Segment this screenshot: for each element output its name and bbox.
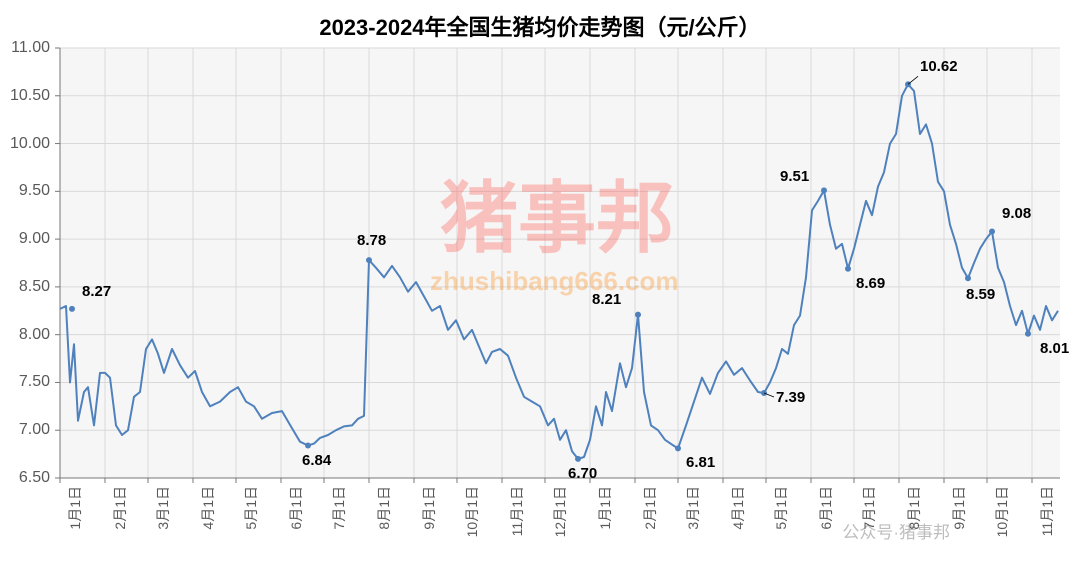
x-tick-label: 8月1日 — [374, 486, 394, 530]
x-tick-label: 5月1日 — [771, 486, 791, 530]
x-tick-label: 3月1日 — [683, 486, 703, 530]
plot-area: 猪事邦 zhushibang666.com 8.276.848.786.708.… — [60, 48, 1060, 478]
y-tick-label: 9.50 — [0, 182, 50, 200]
price-annotation: 8.01 — [1040, 340, 1069, 357]
price-annotation: 8.78 — [357, 232, 386, 249]
y-tick-label: 7.00 — [0, 421, 50, 439]
price-annotation: 9.51 — [780, 168, 809, 185]
x-tick-label: 9月1日 — [419, 486, 439, 530]
x-tick-label: 7月1日 — [859, 486, 879, 530]
x-tick-label: 6月1日 — [286, 486, 306, 530]
x-tick-label: 2月1日 — [640, 486, 660, 530]
y-tick-label: 11.00 — [0, 39, 50, 57]
annotation-markers — [60, 48, 1060, 478]
price-annotation: 6.84 — [302, 452, 331, 469]
x-tick-label: 7月1日 — [329, 486, 349, 530]
price-annotation: 10.62 — [920, 58, 958, 75]
y-tick-label: 6.50 — [0, 469, 50, 487]
x-tick-label: 6月1日 — [816, 486, 836, 530]
x-tick-label: 10月1日 — [992, 486, 1012, 537]
x-tick-label: 10月1日 — [462, 486, 482, 537]
x-tick-label: 5月1日 — [241, 486, 261, 530]
price-annotation: 8.21 — [592, 291, 621, 308]
price-annotation: 7.39 — [776, 389, 805, 406]
x-tick-label: 11月1日 — [507, 486, 527, 536]
y-tick-label: 7.50 — [0, 373, 50, 391]
x-tick-label: 8月1日 — [904, 486, 924, 530]
y-tick-label: 10.50 — [0, 87, 50, 105]
price-annotation: 8.69 — [856, 275, 885, 292]
chart-title: 2023-2024年全国生猪均价走势图（元/公斤） — [0, 10, 1080, 42]
chart-container: 2023-2024年全国生猪均价走势图（元/公斤） 猪事邦 zhushibang… — [0, 0, 1080, 577]
price-annotation: 6.70 — [568, 465, 597, 482]
y-tick-label: 8.00 — [0, 326, 50, 344]
price-annotation: 6.81 — [686, 454, 715, 471]
x-tick-label: 1月1日 — [65, 486, 85, 530]
price-annotation: 8.27 — [82, 283, 111, 300]
x-tick-label: 9月1日 — [949, 486, 969, 530]
y-tick-label: 8.50 — [0, 278, 50, 296]
x-tick-label: 3月1日 — [153, 486, 173, 530]
x-tick-label: 11月1日 — [1037, 486, 1057, 536]
price-annotation: 9.08 — [1002, 205, 1031, 222]
x-tick-label: 4月1日 — [728, 486, 748, 530]
price-annotation: 8.59 — [966, 286, 995, 303]
x-tick-label: 4月1日 — [198, 486, 218, 530]
y-tick-label: 9.00 — [0, 230, 50, 248]
x-tick-label: 1月1日 — [595, 486, 615, 530]
y-tick-label: 10.00 — [0, 135, 50, 153]
x-tick-label: 12月1日 — [550, 486, 570, 537]
x-tick-label: 2月1日 — [110, 486, 130, 530]
